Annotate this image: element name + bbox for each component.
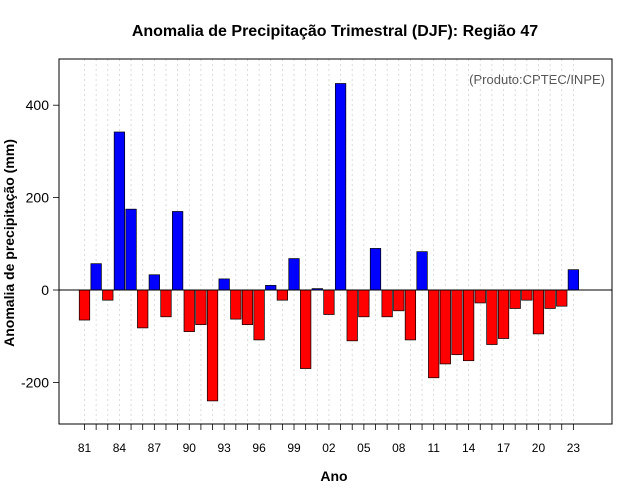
bar-00 [300, 289, 312, 369]
bar-96 [253, 289, 265, 341]
bar-10 [416, 251, 428, 291]
x-tick-label-20: 20 [532, 441, 546, 455]
bar-05 [358, 289, 370, 318]
bar-93 [218, 278, 230, 291]
plot-frame [58, 58, 613, 425]
axis-layer: 81 84 87 90 93 96 99 02 05 08 11 14 17 20 23 -200 0 200 40… [21, 58, 613, 455]
bar-88 [160, 289, 172, 318]
bar-91 [195, 289, 207, 326]
x-tick-label-81: 81 [78, 441, 92, 455]
bars-layer [78, 83, 579, 402]
x-tick-label-96: 96 [252, 441, 266, 455]
bar-99 [288, 258, 300, 291]
bar-12 [439, 289, 451, 365]
chart-title: Anomalia de Precipitação Trimestral (DJF… [132, 23, 538, 40]
y-axis-title: Anomalia de precipitação (mm) [1, 139, 17, 347]
y-tick-label-0: 0 [41, 282, 49, 298]
credit-label: (Produto:CPTEC/INPE) [469, 72, 605, 87]
x-tick-label-99: 99 [287, 441, 301, 455]
bar-23 [567, 269, 579, 291]
bar-84 [113, 131, 126, 291]
bar-06 [369, 248, 382, 291]
bar-83 [102, 289, 114, 301]
bar-87 [148, 274, 160, 291]
bar-20 [532, 289, 545, 335]
x-tick-label-23: 23 [567, 441, 581, 455]
bar-15 [474, 289, 486, 304]
x-axis-title: Ano [320, 468, 347, 484]
bar-11 [428, 289, 440, 379]
x-tick-label-84: 84 [113, 441, 127, 455]
x-tick-label-02: 02 [322, 441, 336, 455]
bar-82 [90, 263, 102, 291]
bar-94 [230, 289, 242, 320]
x-tick-label-05: 05 [357, 441, 371, 455]
bar-85 [125, 208, 137, 291]
bar-08 [393, 289, 405, 312]
grid-layer [84, 59, 574, 424]
x-tick-label-17: 17 [497, 441, 511, 455]
y-tick-label-200: 200 [26, 190, 50, 206]
x-tick-label-90: 90 [183, 441, 197, 455]
bar-03 [334, 83, 347, 291]
bar-89 [172, 211, 184, 291]
bar-86 [137, 289, 149, 329]
x-tick-label-87: 87 [148, 441, 162, 455]
bar-21 [544, 289, 556, 309]
x-tick-label-93: 93 [218, 441, 232, 455]
x-tick-label-14: 14 [462, 441, 476, 455]
bar-04 [346, 289, 358, 342]
bar-18 [509, 289, 521, 309]
y-tick-label--200: -200 [21, 374, 49, 390]
bar-19 [521, 289, 533, 301]
bar-22 [556, 289, 568, 307]
y-tick-label-400: 400 [26, 97, 50, 113]
bar-13 [451, 289, 463, 356]
bar-97 [265, 285, 277, 291]
bar-98 [276, 289, 288, 301]
bar-16 [486, 289, 498, 345]
bar-95 [241, 289, 254, 326]
bar-09 [404, 289, 417, 341]
bar-81 [78, 289, 91, 321]
x-tick-label-08: 08 [392, 441, 406, 455]
bar-02 [323, 289, 335, 315]
bar-17 [497, 289, 510, 339]
bar-07 [381, 289, 393, 318]
bar-14 [463, 289, 475, 362]
x-tick-label-11: 11 [427, 441, 440, 455]
bar-92 [206, 289, 219, 402]
bar-90 [183, 289, 195, 332]
